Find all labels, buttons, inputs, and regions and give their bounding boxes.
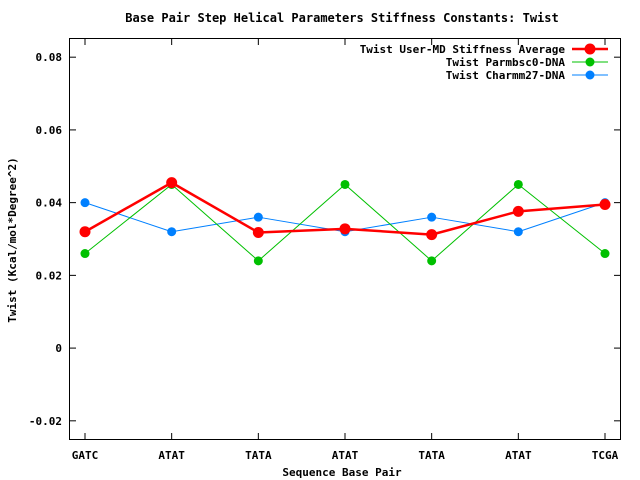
legend-label: Twist Parmbsc0-DNA <box>446 56 566 69</box>
y-axis: -0.02 0 0.02 0.04 0.06 0.08 <box>29 51 620 428</box>
data-point <box>599 198 611 210</box>
data-point <box>167 227 177 237</box>
data-point <box>513 179 523 189</box>
x-tick-label: TATA <box>245 449 272 462</box>
y-tick-label: 0.04 <box>36 197 63 210</box>
legend-marker <box>585 57 595 67</box>
data-point <box>253 256 263 266</box>
series-1 <box>80 179 610 266</box>
data-point <box>80 198 90 208</box>
data-point <box>166 177 178 189</box>
x-tick-label: ATAT <box>505 449 532 462</box>
plot-frame <box>69 38 621 440</box>
legend-label: Twist User-MD Stiffness Average <box>360 43 566 56</box>
data-point <box>252 226 264 238</box>
x-tick-label: TATA <box>418 449 445 462</box>
data-point <box>80 249 90 259</box>
y-tick-label: 0.02 <box>36 269 63 282</box>
series-layer <box>79 177 611 266</box>
x-axis: GATC ATAT TATA ATAT TATA ATAT TCGA <box>72 39 619 462</box>
x-tick-label: GATC <box>72 449 99 462</box>
y-axis-label: Twist (Kcal/mol*Degree^2) <box>6 157 19 323</box>
data-point <box>512 205 524 217</box>
series-0 <box>79 177 611 241</box>
x-axis-label: Sequence Base Pair <box>282 466 402 479</box>
legend-marker <box>585 70 595 80</box>
y-tick-label: 0.08 <box>36 51 63 64</box>
x-tick-label: ATAT <box>332 449 359 462</box>
y-tick-label: 0 <box>55 342 62 355</box>
legend-marker <box>584 43 596 55</box>
data-point <box>253 212 263 222</box>
data-point <box>427 212 437 222</box>
y-tick-label: 0.06 <box>36 124 63 137</box>
data-point <box>513 227 523 237</box>
chart-title: Base Pair Step Helical Parameters Stiffn… <box>125 11 558 25</box>
data-point <box>340 179 350 189</box>
data-point <box>426 229 438 241</box>
series-line <box>84 183 606 262</box>
data-point <box>427 256 437 266</box>
legend-label: Twist Charmm27-DNA <box>446 69 566 82</box>
x-tick-label: TCGA <box>592 449 619 462</box>
x-tick-label: ATAT <box>158 449 185 462</box>
y-tick-label: -0.02 <box>29 415 62 428</box>
data-point <box>600 249 610 259</box>
data-point <box>339 223 351 235</box>
data-point <box>79 226 91 238</box>
